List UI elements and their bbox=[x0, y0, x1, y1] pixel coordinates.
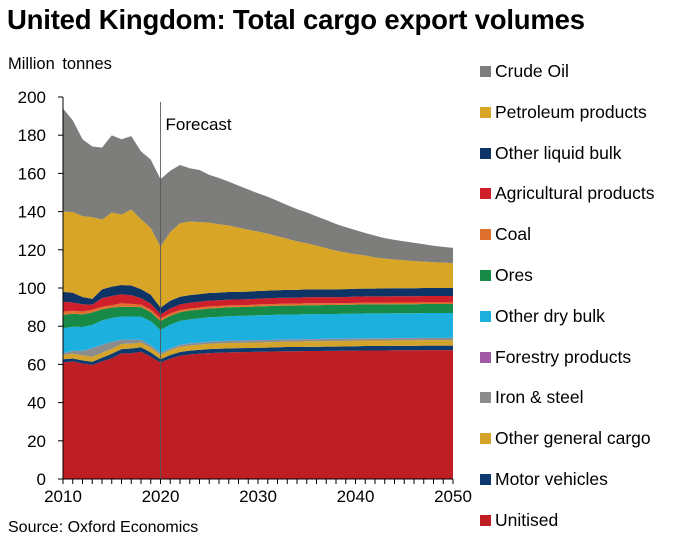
forecast-label: Forecast bbox=[166, 115, 232, 134]
legend-swatch bbox=[480, 66, 491, 77]
area-layers bbox=[63, 108, 453, 479]
legend-label: Agricultural products bbox=[495, 183, 655, 204]
legend-swatch bbox=[480, 474, 491, 485]
legend-swatch bbox=[480, 433, 491, 445]
forecast-annotation: Forecast bbox=[160, 102, 232, 479]
y-tick-label: 60 bbox=[27, 355, 46, 374]
legend-item-iron-and-steel: Iron & steel bbox=[480, 387, 584, 408]
y-tick-label: 80 bbox=[27, 317, 46, 336]
area-other-liquid-bulk bbox=[63, 284, 453, 315]
y-tick-label: 160 bbox=[18, 164, 46, 183]
legend-item-ores: Ores bbox=[480, 265, 533, 286]
legend-item-coal: Coal bbox=[480, 224, 531, 245]
y-axis-label: Million tonnes bbox=[8, 55, 112, 73]
legend-swatch bbox=[480, 310, 491, 322]
x-tick-label: 2050 bbox=[434, 487, 472, 506]
y-tick-label: 0 bbox=[37, 470, 46, 489]
y-tick-label: 200 bbox=[18, 88, 46, 107]
legend-label: Motor vehicles bbox=[495, 469, 608, 489]
legend-label: Other general cargo bbox=[495, 428, 651, 449]
source-note: Source: Oxford Economics bbox=[8, 519, 199, 536]
legend-swatch bbox=[480, 392, 491, 404]
y-tick-label: 40 bbox=[27, 394, 46, 413]
y-tick-label: 100 bbox=[18, 279, 46, 298]
y-tick-label: 140 bbox=[18, 203, 46, 222]
x-tick-label: 2030 bbox=[239, 487, 277, 506]
legend-item-unitised: Unitised bbox=[480, 510, 558, 531]
legend-label: Other dry bulk bbox=[495, 305, 605, 326]
legend-item-other-general-cargo: Other general cargo bbox=[480, 428, 651, 449]
chart-title: United Kingdom: Total cargo export volum… bbox=[7, 4, 585, 35]
legend-label: Other liquid bulk bbox=[495, 142, 622, 163]
legend-label: Coal bbox=[495, 224, 531, 245]
legend-label: Forestry products bbox=[495, 346, 632, 367]
legend-item-other-dry-bulk: Other dry bulk bbox=[480, 306, 605, 327]
legend-label: Crude Oil bbox=[495, 61, 569, 81]
legend-item-other-liquid-bulk: Other liquid bulk bbox=[480, 143, 621, 164]
y-tick-label: 20 bbox=[27, 432, 46, 451]
legend-swatch bbox=[480, 351, 491, 363]
area-unitised bbox=[63, 350, 453, 479]
legend-swatch bbox=[480, 270, 491, 281]
legend-item-motor-vehicles: Motor vehicles bbox=[480, 469, 608, 490]
legend-label: Unitised bbox=[495, 509, 559, 530]
legend-swatch bbox=[480, 514, 491, 526]
legend-swatch bbox=[480, 229, 491, 241]
legend-swatch bbox=[480, 147, 491, 159]
legend-swatch bbox=[480, 188, 491, 200]
legend-item-petroleum-products: Petroleum products bbox=[480, 102, 647, 123]
y-tick-label: 180 bbox=[18, 126, 46, 145]
area-agricultural-products bbox=[63, 294, 453, 319]
area-iron-and-steel bbox=[63, 338, 453, 357]
legend-item-crude-oil: Crude Oil bbox=[480, 61, 569, 82]
x-tick-label: 2040 bbox=[337, 487, 375, 506]
x-tick-label: 2020 bbox=[142, 487, 180, 506]
y-tick-label: 120 bbox=[18, 241, 46, 260]
area-coal bbox=[63, 302, 453, 322]
legend-item-agricultural-products: Agricultural products bbox=[480, 183, 655, 204]
legend-label: Iron & steel bbox=[495, 387, 584, 408]
legend-swatch bbox=[480, 106, 491, 118]
legend-item-forestry-products: Forestry products bbox=[480, 347, 631, 368]
legend-label: Ores bbox=[495, 265, 533, 285]
legend-label: Petroleum products bbox=[495, 101, 647, 122]
x-tick-label: 2010 bbox=[44, 487, 82, 506]
